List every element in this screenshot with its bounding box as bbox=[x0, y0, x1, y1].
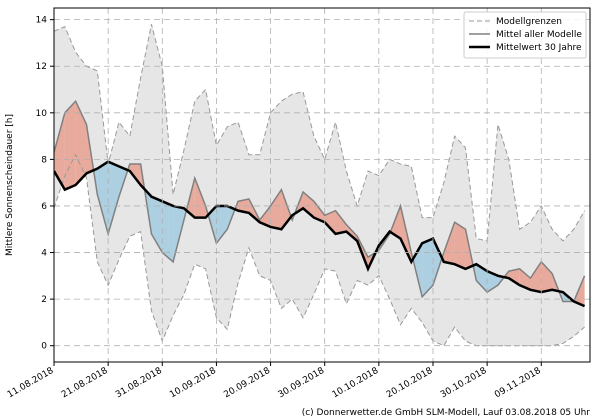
difference-area bbox=[313, 201, 325, 223]
difference-area bbox=[541, 261, 553, 293]
y-tick-label: 12 bbox=[36, 62, 47, 72]
model-mean-line bbox=[54, 99, 586, 303]
model-upper-line bbox=[54, 24, 586, 242]
difference-area bbox=[324, 210, 336, 234]
x-tick-label: 31.08.2018 bbox=[114, 366, 164, 401]
difference-area bbox=[454, 222, 466, 269]
y-tick-label: 0 bbox=[41, 342, 47, 352]
legend-label: Mittelwert 30 Jahre bbox=[496, 43, 582, 53]
difference-area bbox=[303, 191, 314, 218]
footer: (c) Donnerwetter.de GmbH SLM-Modell, Lau… bbox=[302, 408, 591, 418]
difference-area bbox=[54, 112, 65, 190]
climate-mean-line bbox=[54, 160, 586, 308]
x-tick-label: 20.10.2018 bbox=[385, 366, 435, 401]
difference-area bbox=[259, 205, 271, 227]
x-tick-label: 21.08.2018 bbox=[60, 366, 110, 401]
difference-area bbox=[519, 268, 531, 290]
difference-area bbox=[346, 224, 358, 241]
y-tick-label: 10 bbox=[36, 109, 48, 119]
difference-area bbox=[270, 189, 282, 230]
difference-area bbox=[238, 198, 249, 213]
difference-area bbox=[508, 268, 520, 286]
model-range-area bbox=[54, 24, 585, 346]
y-tick-label: 8 bbox=[41, 155, 47, 165]
legend: Modellgrenzen Mittel aller Modelle Mittelw… bbox=[463, 11, 587, 59]
difference-area bbox=[432, 238, 443, 286]
legend-label: Modellgrenzen bbox=[496, 17, 562, 27]
series-group bbox=[54, 24, 586, 347]
difference-area bbox=[75, 101, 87, 185]
difference-area bbox=[173, 205, 184, 262]
difference-area bbox=[422, 238, 433, 297]
x-tick-label: 30.10.2018 bbox=[439, 366, 489, 401]
legend-label: Mittel aller Modelle bbox=[496, 30, 582, 40]
y-axis-label: Mittlere Sonnenscheindauer [h] bbox=[5, 114, 15, 256]
x-tick-label: 09.11.2018 bbox=[493, 366, 543, 401]
x-tick-label: 11.08.2018 bbox=[6, 366, 56, 401]
difference-area bbox=[530, 261, 542, 293]
y-tick-label: 2 bbox=[41, 295, 47, 305]
plot-area bbox=[53, 8, 590, 362]
difference-area bbox=[64, 101, 76, 190]
difference-area bbox=[97, 161, 109, 234]
difference-area bbox=[108, 161, 119, 234]
legend-box bbox=[463, 11, 587, 59]
difference-area bbox=[476, 264, 488, 293]
difference-area bbox=[162, 201, 174, 262]
y-tick-label: 4 bbox=[41, 249, 47, 259]
x-tick-label: 20.09.2018 bbox=[222, 366, 272, 401]
x-tick-label: 30.09.2018 bbox=[277, 366, 327, 401]
difference-area bbox=[194, 178, 206, 218]
x-tick-label: 10.10.2018 bbox=[331, 366, 381, 401]
x-tick-label: 10.09.2018 bbox=[168, 366, 218, 401]
y-tick-label: 6 bbox=[41, 202, 47, 212]
difference-area bbox=[216, 205, 228, 244]
difference-area bbox=[335, 210, 347, 234]
model-lower-line bbox=[54, 153, 585, 347]
difference-area bbox=[443, 222, 455, 265]
y-tick-label: 14 bbox=[36, 16, 48, 26]
plot-frame bbox=[53, 7, 591, 363]
